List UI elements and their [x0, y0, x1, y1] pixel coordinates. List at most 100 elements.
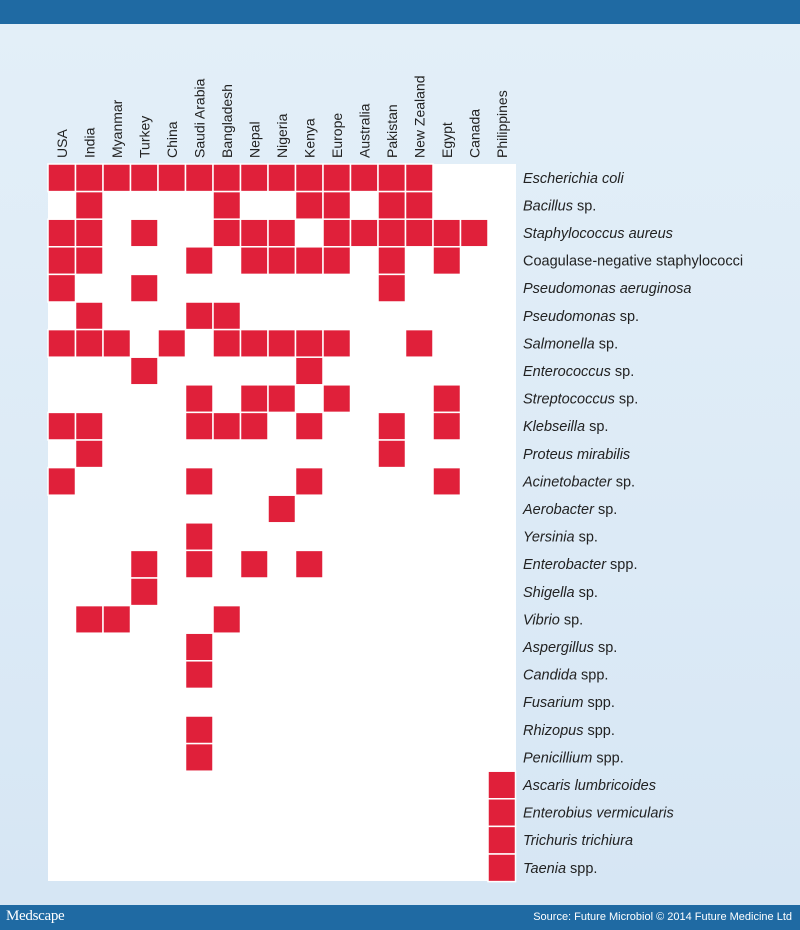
presence-cell	[47, 411, 77, 441]
country-label: Pakistan	[384, 104, 400, 158]
presence-cell	[184, 301, 214, 331]
presence-cell	[47, 466, 77, 496]
organism-label: Pseudomonas aeruginosa	[523, 281, 691, 297]
presence-cell	[294, 246, 324, 276]
country-label: Canada	[466, 109, 482, 158]
presence-cell	[74, 218, 104, 248]
presence-cell	[239, 411, 269, 441]
organism-labels: Escherichia coli Bacillus sp. Staphylococc…	[522, 171, 743, 877]
presence-cell	[459, 218, 489, 248]
country-label: India	[81, 127, 97, 158]
organism-label: Streptococcus sp.	[523, 392, 638, 408]
country-label: Myanmar	[109, 99, 125, 158]
organism-label: Acinetobacter sp.	[522, 474, 635, 490]
organism-label: Bacillus sp.	[523, 198, 596, 214]
medscape-logo[interactable]: Medscape	[6, 908, 65, 924]
organism-label: Aspergillus sp.	[522, 640, 617, 656]
presence-cell	[129, 218, 159, 248]
presence-cell	[129, 549, 159, 579]
presence-cell	[184, 632, 214, 662]
presence-cell	[322, 384, 352, 414]
presence-cell	[184, 549, 214, 579]
heatmap-cells	[47, 163, 517, 883]
presence-cell	[432, 411, 462, 441]
country-label: Saudi Arabia	[191, 78, 207, 158]
presence-cell	[239, 246, 269, 276]
source-credit: Source: Future Microbiol © 2014 Future M…	[533, 911, 792, 923]
organism-label: Enterobacter spp.	[523, 557, 637, 573]
organism-label: Enterococcus sp.	[523, 364, 634, 380]
presence-cell	[377, 218, 407, 248]
presence-cell	[157, 328, 187, 358]
presence-cell	[184, 522, 214, 552]
country-label: Australia	[356, 103, 372, 158]
presence-cell	[102, 163, 132, 193]
presence-cell	[129, 163, 159, 193]
organism-label: Fusarium spp.	[523, 695, 615, 711]
presence-cell	[322, 328, 352, 358]
organism-label: Ascaris lumbricoides	[522, 778, 656, 794]
presence-cell	[239, 218, 269, 248]
organism-label: Taenia spp.	[523, 861, 597, 877]
organism-label: Escherichia coli	[523, 171, 625, 187]
presence-cell	[487, 770, 517, 800]
presence-cell	[212, 328, 242, 358]
presence-cell	[432, 384, 462, 414]
presence-cell	[212, 411, 242, 441]
organism-label: Klebseilla sp.	[523, 419, 608, 435]
organism-label: Trichuris trichiura	[523, 833, 633, 849]
presence-cell	[184, 384, 214, 414]
presence-cell	[212, 190, 242, 220]
presence-cell	[432, 218, 462, 248]
organism-label: Enterobius vermicularis	[523, 806, 674, 822]
presence-cell	[377, 246, 407, 276]
presence-cell	[432, 246, 462, 276]
presence-cell	[267, 328, 297, 358]
presence-cell	[377, 163, 407, 193]
organism-label: Candida spp.	[523, 668, 608, 684]
presence-cell	[294, 328, 324, 358]
country-label: Egypt	[439, 122, 455, 158]
presence-cell	[74, 163, 104, 193]
presence-cell	[377, 411, 407, 441]
presence-cell	[184, 466, 214, 496]
presence-cell	[404, 163, 434, 193]
presence-cell	[267, 246, 297, 276]
presence-cell	[157, 163, 187, 193]
presence-cell	[47, 218, 77, 248]
organism-label: Rhizopus spp.	[523, 723, 615, 739]
presence-cell	[74, 411, 104, 441]
presence-cell	[47, 328, 77, 358]
presence-cell	[129, 273, 159, 303]
presence-cell	[74, 439, 104, 469]
presence-cell	[294, 163, 324, 193]
presence-cell	[432, 466, 462, 496]
presence-cell	[184, 660, 214, 690]
presence-cell	[322, 163, 352, 193]
presence-cell	[184, 715, 214, 745]
presence-cell	[404, 190, 434, 220]
presence-cell	[377, 190, 407, 220]
presence-cell	[184, 742, 214, 772]
presence-cell	[487, 825, 517, 855]
presence-cell	[239, 328, 269, 358]
organism-label: Vibrio sp.	[523, 612, 583, 628]
organism-label: Yersinia sp.	[523, 530, 598, 546]
presence-cell	[294, 466, 324, 496]
country-labels: USA India Myanmar Turkey China Saudi Arabia Ba…	[54, 76, 510, 159]
country-label: Nigeria	[274, 113, 290, 158]
organism-label: Salmonella sp.	[523, 336, 618, 352]
presence-cell	[184, 246, 214, 276]
presence-cell	[212, 604, 242, 634]
presence-cell	[47, 246, 77, 276]
country-label: Europe	[329, 113, 345, 158]
presence-cell	[322, 218, 352, 248]
presence-cell	[294, 190, 324, 220]
presence-cell	[74, 190, 104, 220]
presence-cell	[129, 356, 159, 386]
presence-cell	[212, 218, 242, 248]
presence-cell	[404, 328, 434, 358]
country-label: Kenya	[301, 118, 317, 158]
presence-cell	[404, 218, 434, 248]
presence-cell	[74, 301, 104, 331]
